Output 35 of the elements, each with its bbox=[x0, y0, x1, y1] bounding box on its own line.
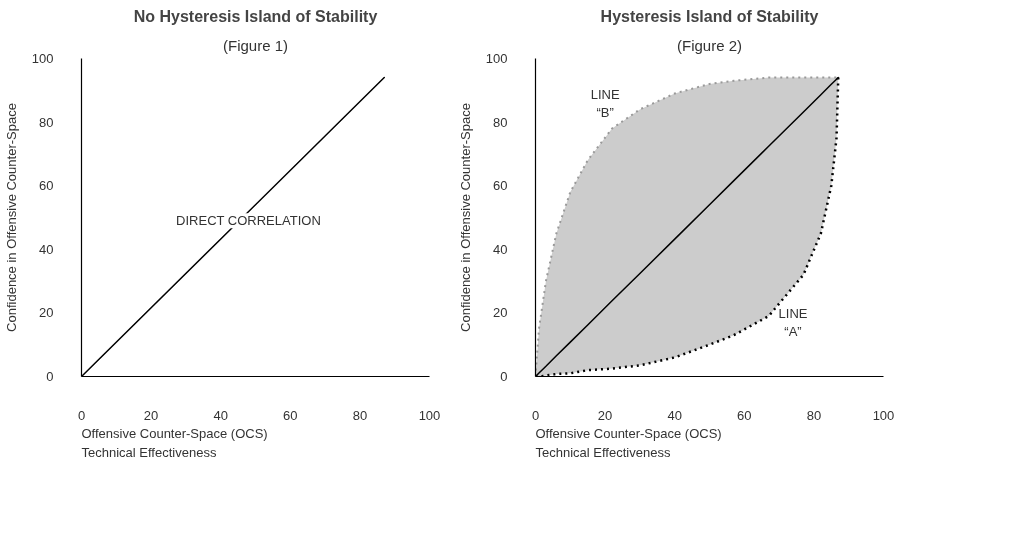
chart-subtitle: (Figure 1) bbox=[222, 36, 289, 54]
y-tick-label: 60 bbox=[493, 178, 508, 194]
x-tick-label: 80 bbox=[352, 407, 368, 423]
x-tick-label: 20 bbox=[597, 407, 613, 423]
x-tick-label: 0 bbox=[77, 407, 86, 423]
annotation: DIRECT CORRELATION bbox=[176, 213, 321, 229]
x-tick-label: 80 bbox=[806, 407, 822, 423]
y-axis-title: Confidence in Offensive Counter-Space bbox=[3, 103, 19, 332]
y-tick-label: 100 bbox=[485, 51, 508, 66]
chart-title: Hysteresis Island of Stability bbox=[600, 7, 819, 25]
x-tick-label: 100 bbox=[872, 407, 895, 423]
x-tick-label: 40 bbox=[667, 407, 682, 423]
x-tick-label: 20 bbox=[143, 407, 159, 423]
x-axis-title: Offensive Counter-Space (OCS) Technical Effectiveness bbox=[81, 425, 268, 460]
x-tick-label: 60 bbox=[737, 407, 752, 423]
chart-subtitle: (Figure 2) bbox=[676, 36, 743, 54]
x-tick-label: 100 bbox=[418, 407, 441, 423]
y-tick-label: 40 bbox=[493, 241, 508, 257]
y-tick-label: 60 bbox=[39, 178, 54, 194]
y-tick-label: 80 bbox=[493, 114, 508, 130]
y-tick-label: 100 bbox=[31, 51, 54, 66]
y-tick-label: 20 bbox=[39, 305, 54, 321]
chart-title: No Hysteresis Island of Stability bbox=[133, 7, 378, 25]
x-tick-label: 40 bbox=[213, 407, 228, 423]
y-axis-title: Confidence in Offensive Counter-Space bbox=[457, 103, 473, 332]
y-tick-label: 0 bbox=[46, 369, 54, 384]
x-tick-label: 0 bbox=[531, 407, 540, 423]
y-tick-label: 80 bbox=[39, 114, 54, 130]
y-tick-label: 20 bbox=[493, 305, 508, 321]
x-tick-label: 60 bbox=[283, 407, 298, 423]
annotation: LINE “A” bbox=[778, 305, 808, 339]
y-tick-label: 0 bbox=[500, 369, 508, 384]
x-axis-title: Offensive Counter-Space (OCS) Technical Effectiveness bbox=[535, 425, 722, 460]
annotation: LINE “B” bbox=[590, 86, 620, 120]
y-tick-label: 40 bbox=[39, 241, 54, 257]
